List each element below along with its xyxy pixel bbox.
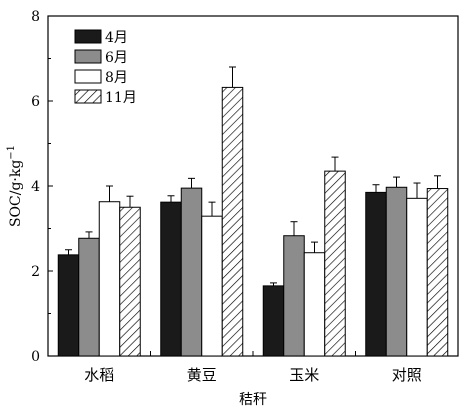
legend-label: 11月 — [105, 90, 137, 106]
y-tick-label: 4 — [31, 179, 40, 195]
bar — [406, 197, 428, 357]
legend: 4月 6月 8月 11月 — [74, 29, 137, 106]
bar — [78, 237, 100, 357]
bar — [324, 170, 346, 357]
y-axis-title-sup: −1 — [6, 145, 17, 160]
x-category-label: 黄豆 — [187, 366, 217, 384]
bar-group — [262, 156, 346, 357]
bar — [365, 191, 387, 357]
bar — [180, 187, 203, 357]
bar — [57, 254, 80, 357]
y-tick-label: 0 — [31, 349, 40, 365]
y-axis-title: SOC/g·kg−1 — [6, 145, 24, 227]
legend-swatch — [74, 89, 102, 104]
legend-label: 8月 — [105, 70, 128, 86]
x-category-label: 玉米 — [289, 366, 319, 384]
y-axis-ticks: 0 2 4 6 8 — [31, 9, 53, 365]
y-axis-title-main: SOC/g·kg — [8, 160, 24, 227]
legend-swatch — [74, 69, 102, 84]
bar-group — [57, 185, 141, 357]
bar-groups — [57, 66, 449, 357]
bar-group — [365, 175, 449, 357]
legend-swatch — [74, 29, 102, 44]
bar — [283, 235, 305, 357]
legend-swatch — [74, 49, 102, 64]
legend-label: 6月 — [105, 50, 128, 66]
bar — [221, 86, 244, 357]
y-tick-label: 2 — [31, 264, 40, 280]
y-tick-label: 8 — [31, 9, 40, 25]
bar — [262, 285, 285, 357]
bar — [201, 215, 223, 357]
bar — [303, 252, 326, 357]
bar — [160, 201, 182, 357]
x-category-label: 对照 — [392, 366, 422, 384]
bar-group — [160, 66, 244, 357]
x-axis-ticks: 水稻 黄豆 玉米 对照 — [84, 351, 422, 384]
x-category-label: 水稻 — [84, 366, 114, 384]
x-axis-title: 秸秆 — [239, 392, 267, 408]
bar — [426, 188, 449, 357]
bar — [385, 186, 408, 357]
y-tick-label: 6 — [31, 94, 40, 110]
legend-label: 4月 — [105, 30, 128, 46]
bar — [119, 206, 141, 357]
bar — [98, 201, 121, 357]
